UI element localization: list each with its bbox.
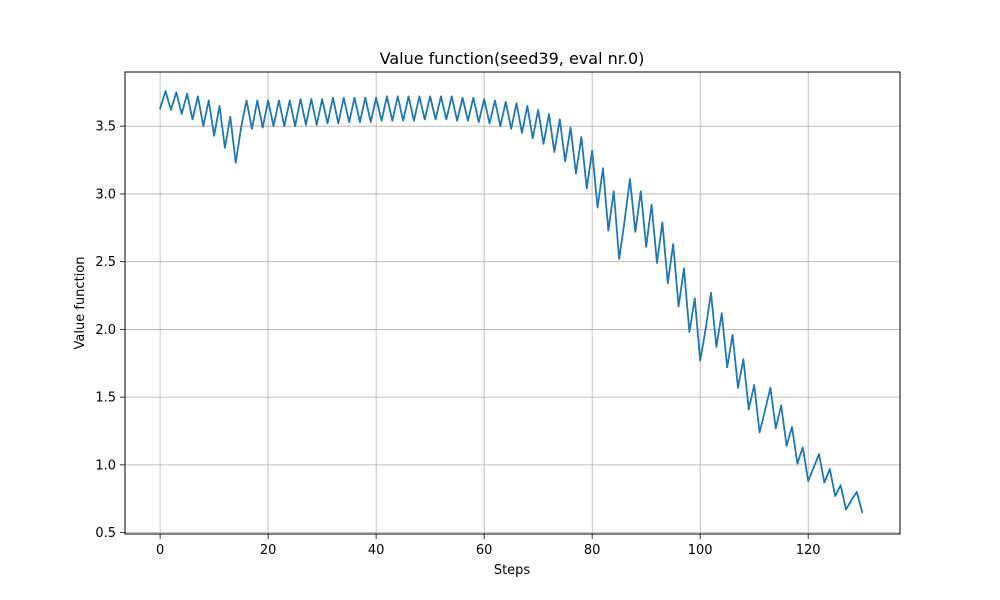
x-tick-label: 120 <box>796 543 821 558</box>
y-tick-label: 2.5 <box>95 255 116 270</box>
plot-area <box>159 90 864 514</box>
y-tick-label: 1.0 <box>95 458 116 473</box>
axis-ticks: 0 20 40 60 80 100 120 0.5 1.0 1.5 2.0 2.5 3.0 3.5 <box>95 120 820 558</box>
y-tick-label: 2.0 <box>95 323 116 338</box>
series-line <box>159 90 864 514</box>
y-tick-label: 1.5 <box>95 391 116 406</box>
x-tick-label: 100 <box>688 543 713 558</box>
y-axis-label: Value function <box>73 257 88 350</box>
y-tick-label: 3.5 <box>95 120 116 135</box>
x-tick-label: 0 <box>156 543 164 558</box>
axes-frame <box>124 71 901 535</box>
chart-title: Value function(seed39, eval nr.0) <box>380 49 645 68</box>
x-tick-label: 40 <box>368 543 385 558</box>
y-tick-label: 0.5 <box>95 526 116 541</box>
x-axis-label: Steps <box>494 563 531 578</box>
x-tick-label: 20 <box>260 543 277 558</box>
y-tick-label: 3.0 <box>95 187 116 202</box>
grid <box>125 72 900 534</box>
x-tick-label: 60 <box>476 543 493 558</box>
x-tick-label: 80 <box>584 543 601 558</box>
